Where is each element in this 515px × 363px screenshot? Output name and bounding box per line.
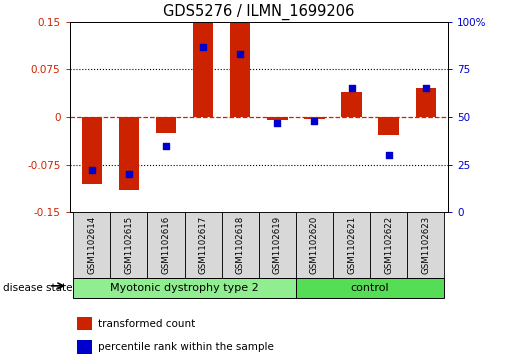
Bar bbox=[379, 117, 399, 135]
Text: GSM1102618: GSM1102618 bbox=[236, 216, 245, 274]
Point bbox=[311, 118, 319, 124]
Bar bbox=[304, 117, 324, 119]
Point bbox=[162, 143, 170, 148]
Bar bbox=[77, 317, 92, 330]
Text: disease state: disease state bbox=[3, 283, 72, 293]
Title: GDS5276 / ILMN_1699206: GDS5276 / ILMN_1699206 bbox=[163, 4, 354, 20]
Bar bbox=[341, 92, 362, 117]
Point bbox=[385, 152, 393, 158]
Point bbox=[199, 44, 207, 49]
Text: GSM1102614: GSM1102614 bbox=[87, 216, 96, 274]
Point bbox=[348, 86, 356, 91]
Text: GSM1102617: GSM1102617 bbox=[199, 216, 208, 274]
Text: Myotonic dystrophy type 2: Myotonic dystrophy type 2 bbox=[110, 283, 259, 293]
FancyBboxPatch shape bbox=[370, 212, 407, 278]
FancyBboxPatch shape bbox=[333, 212, 370, 278]
Text: GSM1102620: GSM1102620 bbox=[310, 216, 319, 274]
Bar bbox=[156, 117, 176, 133]
Point bbox=[236, 51, 244, 57]
Bar bbox=[118, 117, 139, 190]
Text: transformed count: transformed count bbox=[98, 318, 195, 329]
FancyBboxPatch shape bbox=[259, 212, 296, 278]
Bar bbox=[77, 340, 92, 354]
Text: GSM1102616: GSM1102616 bbox=[162, 216, 170, 274]
Bar bbox=[230, 22, 250, 117]
Text: GSM1102623: GSM1102623 bbox=[421, 216, 431, 274]
FancyBboxPatch shape bbox=[184, 212, 221, 278]
Text: control: control bbox=[351, 283, 389, 293]
Text: GSM1102615: GSM1102615 bbox=[125, 216, 133, 274]
FancyBboxPatch shape bbox=[296, 278, 444, 298]
Point bbox=[273, 120, 282, 126]
Point bbox=[422, 86, 430, 91]
Bar bbox=[267, 117, 287, 120]
Bar bbox=[81, 117, 102, 184]
Point bbox=[125, 171, 133, 177]
FancyBboxPatch shape bbox=[221, 212, 259, 278]
FancyBboxPatch shape bbox=[73, 278, 296, 298]
FancyBboxPatch shape bbox=[73, 212, 110, 278]
Bar bbox=[416, 89, 436, 117]
FancyBboxPatch shape bbox=[147, 212, 184, 278]
Text: GSM1102619: GSM1102619 bbox=[273, 216, 282, 274]
FancyBboxPatch shape bbox=[407, 212, 444, 278]
FancyBboxPatch shape bbox=[110, 212, 147, 278]
Text: percentile rank within the sample: percentile rank within the sample bbox=[98, 342, 274, 352]
Bar bbox=[193, 23, 213, 117]
Point bbox=[88, 168, 96, 174]
FancyBboxPatch shape bbox=[296, 212, 333, 278]
Text: GSM1102621: GSM1102621 bbox=[347, 216, 356, 274]
Text: GSM1102622: GSM1102622 bbox=[384, 216, 393, 274]
